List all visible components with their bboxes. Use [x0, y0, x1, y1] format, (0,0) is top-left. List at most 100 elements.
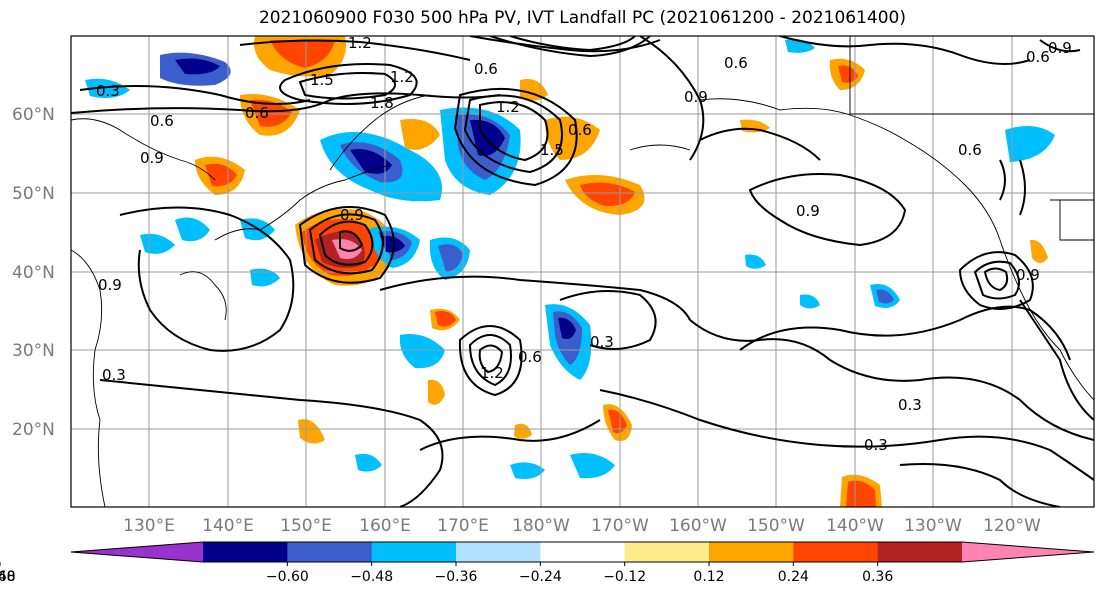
contour-label: 1.2: [496, 98, 520, 116]
lon-label: 140°E: [202, 516, 254, 536]
lon-label: 130°W: [904, 516, 962, 536]
lat-label: 20°N: [12, 420, 55, 440]
pv-patch: [800, 294, 820, 309]
pv-patch: [380, 235, 405, 253]
contour-label: 0.3: [864, 436, 888, 454]
contour-label: 0.3: [590, 333, 614, 351]
colorbar-segment: [877, 542, 963, 562]
lon-label: 150°W: [747, 516, 805, 536]
colorbar-segment: [371, 542, 457, 562]
contour-label: 0.3: [898, 396, 922, 414]
pv-patch: [846, 480, 876, 507]
pv-patch: [514, 423, 532, 439]
colorbar-tick-label: 0.36: [862, 569, 893, 585]
coastlines: [71, 36, 1094, 507]
colorbar-outline: [70, 541, 1095, 563]
colorbar-tick-label: 0.12: [693, 569, 724, 585]
contour-label: 0.6: [518, 348, 542, 366]
colorbar-segment: [203, 542, 288, 562]
colorbar-tick-label: −0.12: [603, 569, 646, 585]
lon-label: 160°W: [669, 516, 727, 536]
pv-patch: [355, 453, 382, 472]
contour-label: 0.9: [98, 276, 122, 294]
lon-label: 170°E: [437, 516, 489, 536]
lon-label: 180°W: [512, 516, 570, 536]
contour-label: 1.5: [540, 141, 564, 159]
contour-label: 0.9: [1048, 39, 1072, 57]
pv-patch: [400, 119, 440, 150]
colorbar-tick-label: 0.24: [778, 569, 809, 585]
contour-label: 0.9: [340, 206, 364, 224]
pv-patch: [570, 452, 615, 479]
contour-label: 0.9: [684, 88, 708, 106]
pv-patch: [175, 217, 210, 242]
lat-label: 50°N: [12, 184, 55, 204]
colorbar-extend-min: [71, 542, 203, 562]
pv-patch: [438, 244, 463, 272]
colorbar-extend-max: [962, 542, 1094, 562]
contour-label: 0.3: [102, 366, 126, 384]
lon-label: 160°E: [359, 516, 411, 536]
pv-patch: [510, 462, 545, 479]
colorbar-tick-label: −0.24: [519, 569, 562, 585]
pv-patch: [435, 311, 456, 327]
contour-label: 0.9: [796, 202, 820, 220]
pv-patch: [270, 40, 335, 68]
contour-label: 0.6: [474, 60, 498, 78]
lon-label: 140°W: [826, 516, 884, 536]
colorbar-segment: [456, 542, 541, 562]
pv-patch: [580, 182, 635, 207]
colorbar-segment: [793, 542, 879, 562]
colorbar-tick-label: −0.48: [350, 569, 393, 585]
pv-patch: [876, 289, 894, 304]
pv-patch: [399, 334, 445, 369]
contour-label: 0.9: [140, 149, 164, 167]
colorbar-segment: [287, 542, 373, 562]
contour-label: 0.9: [1016, 266, 1040, 284]
colorbar-tick-label: −0.36: [435, 569, 478, 585]
map-title: 2021060900 F030 500 hPa PV, IVT Landfall…: [258, 8, 906, 28]
pv-patch: [428, 379, 445, 405]
colorbar-segment: [709, 542, 794, 562]
pv-patch: [608, 409, 627, 434]
lat-label: 40°N: [12, 263, 55, 283]
contour-label: 1.2: [348, 34, 372, 52]
contour-label: 1.8: [370, 94, 394, 112]
contour-label: 0.3: [96, 82, 120, 100]
contour-labels: 1.2 1.5 1.2 0.6 0.6 0.3 0.6 0.9 1.8 0.9 …: [96, 34, 1072, 454]
map-frame: [70, 35, 1095, 508]
colorbar-tick-label: 0.60: [0, 569, 16, 585]
pv-patch: [745, 254, 766, 269]
pv-patch: [470, 119, 505, 156]
contour-label: 0.6: [1026, 48, 1050, 66]
pv-patch: [1005, 126, 1055, 162]
contour-label: 0.6: [724, 54, 748, 72]
contour-label: 1.2: [390, 68, 414, 86]
colorbar-segment: [624, 542, 710, 562]
pv-contours: [71, 36, 1094, 507]
contour-label: 1.2: [480, 364, 504, 382]
graticule: [71, 36, 1094, 507]
contour-label: 0.6: [568, 121, 592, 139]
pv-patch: [558, 317, 576, 339]
latitude-labels: 60°N 50°N 40°N 30°N 20°N: [12, 105, 55, 440]
colorbar-tick-label: −0.60: [266, 569, 309, 585]
longitude-labels: 130°E 140°E 150°E 160°E 170°E 180°W 170°…: [123, 516, 1041, 536]
contour-label: 0.6: [958, 141, 982, 159]
pv-patch: [298, 419, 325, 444]
contour-label: 0.6: [150, 112, 174, 130]
pv-patch: [250, 268, 280, 287]
lon-label: 150°E: [280, 516, 332, 536]
contour-label: 0.6: [245, 104, 269, 122]
pv-patch: [1030, 239, 1048, 263]
pv-patch: [250, 99, 292, 127]
lat-label: 30°N: [12, 341, 55, 361]
colorbar-segment: [540, 542, 626, 562]
pv-patch: [175, 58, 220, 75]
pv-patch: [85, 78, 130, 98]
colorbar: −0.60 −0.48 −0.36 −0.24 −0.12 0.12 0.24 0.36 0.4…: [0, 541, 1095, 585]
lon-label: 170°W: [591, 516, 649, 536]
lon-label: 120°W: [983, 516, 1041, 536]
pv-patch: [205, 163, 237, 187]
